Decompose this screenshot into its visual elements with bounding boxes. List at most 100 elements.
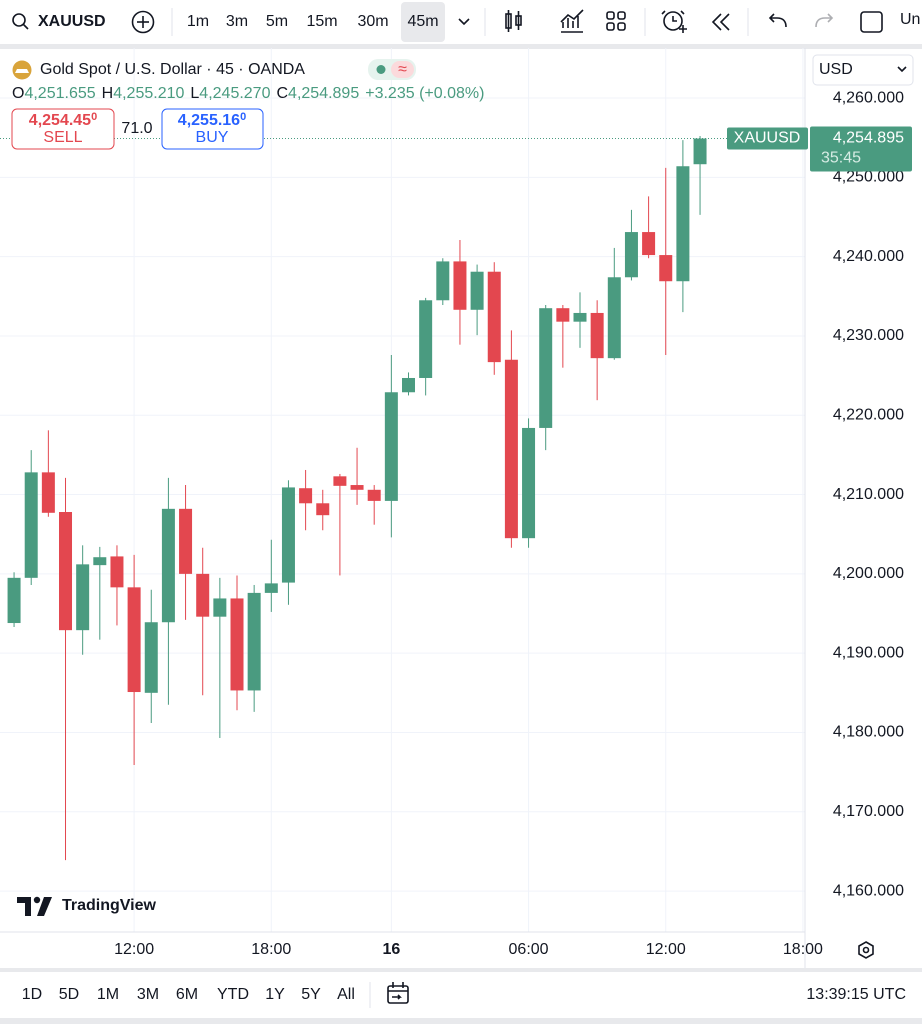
- candle-body: [350, 485, 364, 490]
- range-button[interactable]: 3M: [137, 986, 159, 1003]
- clock: 13:39:15 UTC: [806, 986, 906, 1003]
- range-button[interactable]: 5Y: [301, 986, 321, 1003]
- range-button[interactable]: 1D: [22, 986, 42, 1003]
- candle-body: [539, 308, 553, 428]
- delay-icon: ≈: [398, 61, 407, 78]
- cut-label[interactable]: Un: [900, 11, 920, 28]
- x-tick-label: 12:00: [646, 941, 686, 958]
- change: +3.235 (+0.08%): [365, 85, 484, 102]
- goto-date-icon[interactable]: [387, 982, 409, 1004]
- y-tick-label: 4,220.000: [833, 406, 904, 423]
- range-button[interactable]: 6M: [176, 986, 198, 1003]
- sell-price: 4,254.450: [29, 111, 97, 129]
- range-buttons: 1D 5D 1M 3M 6M YTD 1Y 5Y All: [22, 986, 355, 1003]
- candle-body: [676, 166, 690, 282]
- y-tick-label: 4,160.000: [833, 882, 904, 899]
- price-tag: [810, 126, 912, 172]
- currency-select[interactable]: [812, 54, 914, 86]
- y-tick-label: 4,260.000: [833, 89, 904, 106]
- range-button[interactable]: 1M: [97, 986, 119, 1003]
- interval[interactable]: 45m: [407, 13, 438, 30]
- candle-body: [487, 271, 501, 363]
- toolbar-separator: [0, 44, 922, 49]
- candle-body: [264, 583, 278, 593]
- buy-button[interactable]: [161, 108, 264, 150]
- y-tick-label: 4,210.000: [833, 486, 904, 503]
- candle-body: [419, 300, 433, 378]
- interval[interactable]: 15m: [306, 13, 337, 30]
- sell-price-main: 4,254.45: [29, 112, 91, 129]
- price-tag-label: 4,254.895: [833, 130, 904, 147]
- settings-icon[interactable]: [858, 941, 874, 959]
- candle-body: [59, 512, 73, 631]
- candle-body: [333, 476, 347, 486]
- search-icon[interactable]: [12, 13, 29, 30]
- market-open-dot: [376, 65, 386, 74]
- range-button[interactable]: All: [337, 986, 355, 1003]
- alert-icon[interactable]: [661, 10, 687, 33]
- spread: 71.0: [121, 120, 152, 137]
- candle-body: [624, 232, 638, 278]
- ohlc-label: H: [102, 85, 114, 102]
- currency-chevron: [897, 66, 907, 73]
- y-tick-label: 4,230.000: [833, 327, 904, 344]
- candle-body: [179, 508, 193, 574]
- candle-body: [384, 392, 398, 501]
- ohlc-value: 4,245.270: [199, 85, 270, 102]
- candle-body: [110, 556, 124, 588]
- sell-label: SELL: [43, 129, 82, 146]
- tv-logo-icon: [17, 896, 52, 916]
- x-tick-label: 18:00: [251, 941, 291, 958]
- candle-body: [522, 427, 536, 539]
- candle-body: [693, 138, 707, 165]
- active-interval-bg: [401, 2, 445, 42]
- candle-body: [367, 489, 381, 501]
- layout-icon[interactable]: [606, 11, 626, 31]
- range-button[interactable]: 5D: [59, 986, 79, 1003]
- more-intervals[interactable]: [458, 18, 470, 26]
- add-symbol[interactable]: [131, 10, 155, 34]
- candle-body: [281, 487, 295, 583]
- candle-body: [144, 622, 158, 693]
- candle-body: [659, 255, 673, 282]
- interval[interactable]: 3m: [226, 13, 248, 30]
- fullscreen-icon[interactable]: [860, 11, 883, 33]
- candles-icon[interactable]: [505, 10, 522, 32]
- redo-icon[interactable]: [815, 13, 834, 28]
- indicators-icon[interactable]: [560, 9, 584, 33]
- x-tick-label: 06:00: [509, 941, 549, 958]
- sell-pip: 0: [91, 111, 97, 123]
- ohlc-legend: O4,251.655 H4,255.210 L4,245.270 C4,254.895…: [12, 85, 484, 102]
- buy-pip: 0: [240, 111, 246, 123]
- ohlc-value: 4,251.655: [24, 85, 95, 102]
- candle-body: [470, 271, 484, 310]
- symbol-logo: [12, 60, 32, 80]
- interval[interactable]: 1m: [187, 13, 209, 30]
- sell-button[interactable]: [11, 108, 115, 150]
- interval[interactable]: 5m: [266, 13, 288, 30]
- candle-body: [230, 598, 244, 691]
- replay-icon[interactable]: [711, 13, 730, 31]
- buy-label: BUY: [196, 129, 229, 146]
- candle-body: [642, 232, 656, 256]
- candle-body: [453, 261, 467, 310]
- countdown: 35:45: [821, 150, 861, 167]
- symbol-tag: [727, 127, 808, 150]
- ohlc-value: 4,255.210: [113, 85, 184, 102]
- symbol[interactable]: XAUUSD: [38, 13, 106, 30]
- candle-body: [161, 508, 175, 623]
- legend-title: Gold Spot / U.S. Dollar · 45 · OANDA: [40, 61, 305, 78]
- y-tick-label: 4,250.000: [833, 169, 904, 186]
- range-button[interactable]: YTD: [217, 986, 249, 1003]
- candle-body: [196, 573, 210, 617]
- undo-icon[interactable]: [768, 13, 787, 28]
- buy-price: 4,255.160: [178, 111, 246, 129]
- candle-body: [556, 308, 570, 322]
- bottom-separator: [0, 968, 922, 972]
- delay-badge: [391, 61, 414, 78]
- candle-body: [299, 488, 313, 504]
- candle-body: [436, 261, 450, 301]
- range-button[interactable]: 1Y: [265, 986, 285, 1003]
- interval[interactable]: 30m: [357, 13, 388, 30]
